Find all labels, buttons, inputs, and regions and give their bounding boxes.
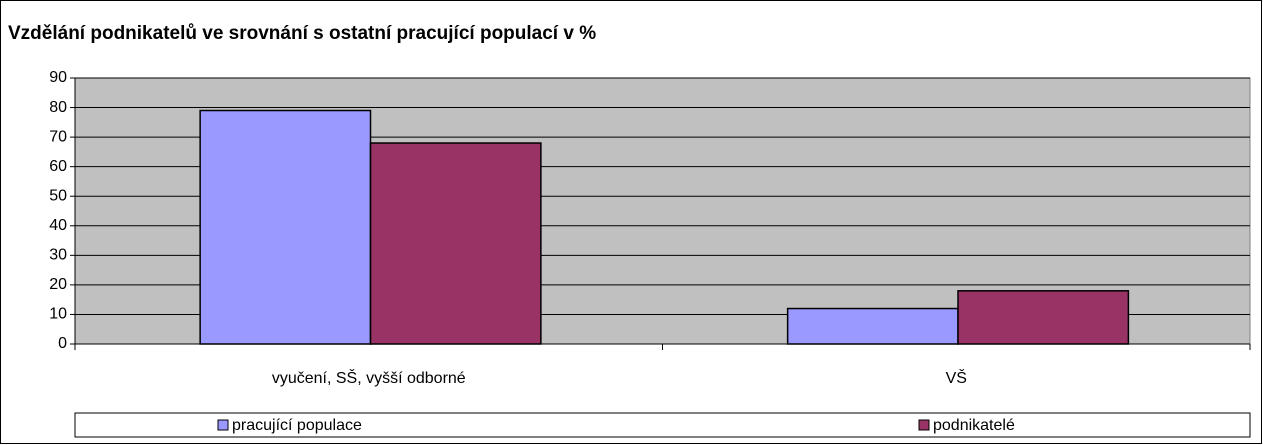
bar [957,290,1130,345]
y-tick-label: 70 [49,128,67,145]
y-tick-label: 0 [58,335,67,352]
bar [786,307,959,345]
x-tick-label: VŠ [946,368,967,387]
legend-box [74,412,1251,438]
legend-label: podnikatelé [933,417,1015,434]
bar [369,142,542,345]
legend-swatch [918,419,930,431]
x-tick-label: vyučení, SŠ, vyšší odborné [272,368,466,387]
y-tick-label: 80 [49,99,67,116]
bar [199,109,372,345]
y-tick-label: 20 [49,276,67,293]
y-tick-label: 30 [49,247,67,264]
legend-label: pracující populace [232,417,362,434]
y-tick-label: 10 [49,306,67,323]
y-tick-label: 60 [49,158,67,175]
chart-title: Vzdělání podnikatelů ve srovnání s ostat… [8,23,596,44]
y-tick-label: 40 [49,217,67,234]
legend-swatch [217,419,229,431]
y-tick-label: 50 [49,187,67,204]
y-tick-label: 90 [49,69,67,86]
